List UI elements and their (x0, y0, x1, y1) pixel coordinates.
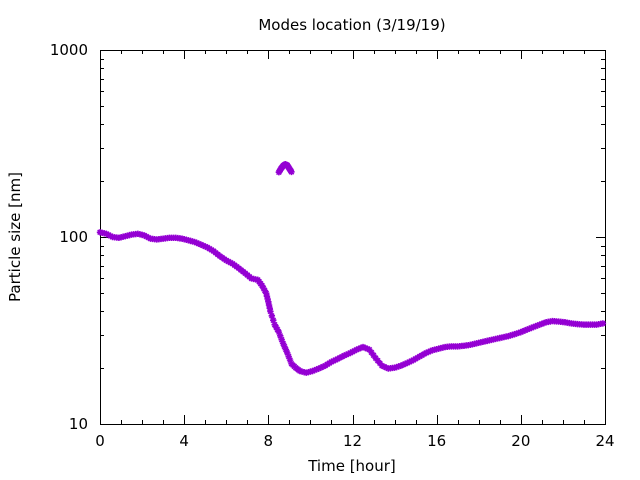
x-tick-label: 16 (427, 432, 446, 450)
data-point (282, 346, 290, 353)
data-point (288, 168, 295, 176)
data-point (361, 344, 369, 352)
data-point (353, 346, 360, 353)
data-point (286, 356, 294, 364)
data-point (359, 343, 367, 351)
data-series (96, 161, 607, 376)
x-tick-label: 0 (95, 432, 105, 450)
data-point (521, 327, 529, 334)
data-point (526, 325, 533, 332)
data-point (366, 346, 373, 353)
data-point (340, 352, 348, 359)
data-point (378, 362, 386, 369)
y-tick-label: 1000 (50, 41, 88, 59)
data-point (267, 308, 274, 315)
data-point (195, 240, 203, 247)
data-point (357, 344, 365, 352)
data-point (532, 323, 539, 330)
data-point (530, 323, 537, 331)
data-point (374, 357, 381, 364)
data-point (193, 239, 200, 247)
data-point (528, 324, 535, 332)
data-point (380, 363, 388, 370)
data-point (199, 242, 207, 249)
data-point (519, 328, 527, 335)
data-point (376, 359, 384, 367)
data-point (399, 361, 407, 368)
data-point (425, 348, 432, 356)
data-point (364, 345, 371, 352)
data-point (315, 365, 323, 372)
data-point (278, 336, 285, 343)
data-point (370, 352, 377, 359)
data-point (355, 345, 363, 352)
data-point (197, 241, 205, 248)
data-point (372, 354, 379, 362)
data-point (342, 351, 350, 358)
data-point (397, 362, 405, 369)
data-point (277, 332, 284, 340)
data-point (260, 284, 267, 292)
data-point (258, 282, 266, 289)
y-axis-label: Particle size [nm] (6, 172, 24, 302)
x-axis: 0 4 8 12 16 20 24 (95, 50, 615, 450)
data-point (275, 328, 283, 336)
data-point (191, 238, 198, 246)
x-tick-label: 12 (343, 432, 362, 450)
data-point (517, 328, 525, 336)
y-tick-label: 10 (69, 415, 88, 433)
data-point (599, 320, 607, 327)
data-point (534, 322, 541, 329)
data-point (319, 363, 327, 370)
data-point (427, 347, 434, 355)
data-point (422, 349, 430, 357)
data-point (284, 349, 291, 357)
data-point (281, 343, 288, 350)
x-tick-label: 24 (595, 432, 614, 450)
data-point (345, 350, 352, 358)
data-point (382, 364, 390, 371)
data-point (317, 364, 325, 371)
x-tick-label: 8 (264, 432, 274, 450)
data-point (202, 243, 209, 250)
y-tick-label: 100 (59, 228, 88, 246)
x-tick-label: 4 (179, 432, 189, 450)
chart-title: Modes location (3/19/19) (258, 16, 445, 34)
data-point (285, 353, 292, 360)
y-axis: 10 100 1000 (50, 41, 605, 433)
data-point (368, 349, 375, 356)
data-point (268, 312, 276, 320)
data-point (270, 317, 277, 324)
data-point (261, 287, 269, 294)
x-axis-label: Time [hour] (307, 457, 396, 475)
data-point (401, 360, 409, 368)
data-point (279, 340, 287, 347)
data-point (311, 366, 318, 374)
data-point (523, 326, 531, 333)
data-point (309, 367, 316, 375)
x-tick-label: 20 (511, 432, 530, 450)
data-point (313, 366, 320, 373)
